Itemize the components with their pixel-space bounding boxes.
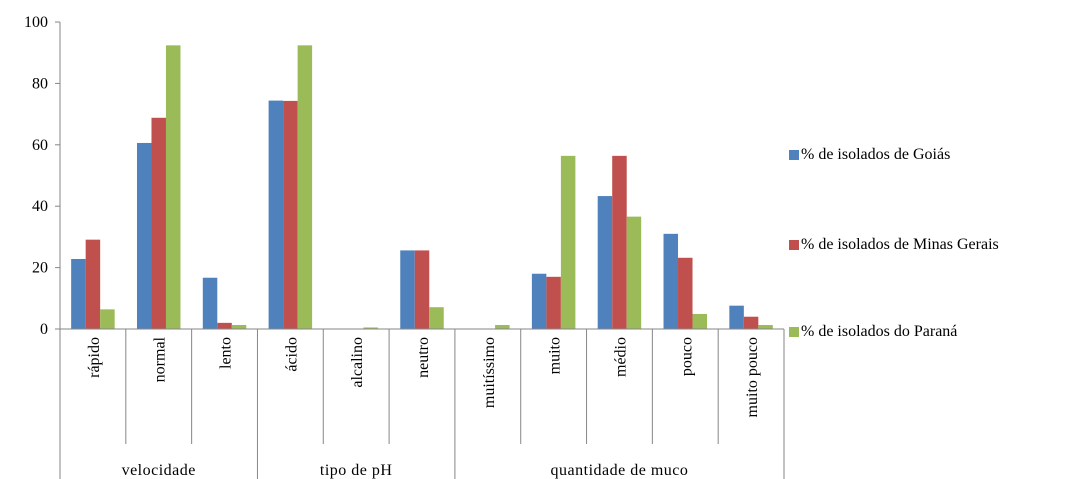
bar — [151, 117, 166, 329]
bars — [71, 45, 773, 329]
bar — [758, 325, 773, 329]
x-category-label: alcalino — [349, 337, 366, 388]
legend-item-goias: % de isolados de Goiás — [789, 146, 950, 164]
bar — [678, 257, 693, 329]
x-group-label: tipo de pH — [320, 462, 393, 479]
y-tick-label: 80 — [32, 75, 48, 92]
bar — [429, 307, 444, 329]
bar — [414, 250, 430, 329]
bar — [531, 273, 547, 329]
bar — [85, 239, 101, 329]
x-category-label: lento — [218, 337, 235, 369]
x-group-label: quantidade de muco — [551, 462, 689, 479]
x-category-label: ácido — [283, 337, 300, 372]
legend-swatch-goias — [789, 150, 799, 160]
bar — [217, 322, 232, 329]
bar — [729, 305, 744, 329]
bar — [136, 142, 152, 329]
x-category-label: médio — [612, 337, 629, 377]
bar — [612, 155, 627, 329]
bar — [100, 309, 115, 329]
y-tick-label: 20 — [32, 260, 48, 277]
y-tick-label: 0 — [40, 321, 48, 338]
legend-swatch-parana — [789, 327, 799, 337]
bar — [268, 100, 284, 329]
x-axis: rápido normal lento ácido alcalino neutro muit… — [59, 328, 785, 479]
bar — [400, 250, 415, 329]
bar — [165, 45, 181, 329]
bar — [202, 277, 218, 329]
bar — [597, 196, 613, 329]
legend: % de isolados de Goiás % de isolados de … — [789, 0, 1079, 479]
legend-item-parana: % de isolados do Paraná — [789, 323, 957, 341]
legend-label-goias: % de isolados de Goiás — [801, 146, 951, 163]
legend-swatch-minas-gerais — [789, 240, 799, 250]
bar — [283, 100, 298, 329]
bar — [231, 325, 247, 329]
bar — [743, 316, 759, 329]
legend-label-parana: % de isolados do Paraná — [801, 323, 958, 340]
bar — [297, 45, 313, 329]
x-category-label: muitíssimo — [481, 337, 498, 408]
y-tick-label: 40 — [32, 198, 48, 215]
y-tick-label: 60 — [32, 137, 48, 154]
x-category-label: rápido — [86, 337, 103, 378]
x-category-label: muito — [547, 337, 564, 374]
bar — [495, 325, 510, 329]
x-category-label: muito pouco — [744, 337, 761, 417]
bar — [560, 155, 576, 329]
bar — [546, 276, 561, 329]
legend-item-minas-gerais: % de isolados de Minas Gerais — [789, 236, 999, 254]
x-category-label: neutro — [415, 337, 432, 378]
x-category-label: pouco — [678, 337, 695, 376]
x-category-label: normal — [152, 336, 169, 382]
legend-label-minas-gerais: % de isolados de Minas Gerais — [801, 236, 999, 253]
bar — [626, 216, 642, 329]
bar — [363, 327, 378, 329]
bar — [692, 313, 708, 329]
y-axis: 0 20 40 60 80 100 — [24, 14, 61, 338]
bar — [663, 233, 679, 329]
y-tick-label: 100 — [24, 14, 48, 31]
x-group-label: velocidade — [122, 462, 196, 479]
bar — [71, 259, 86, 329]
